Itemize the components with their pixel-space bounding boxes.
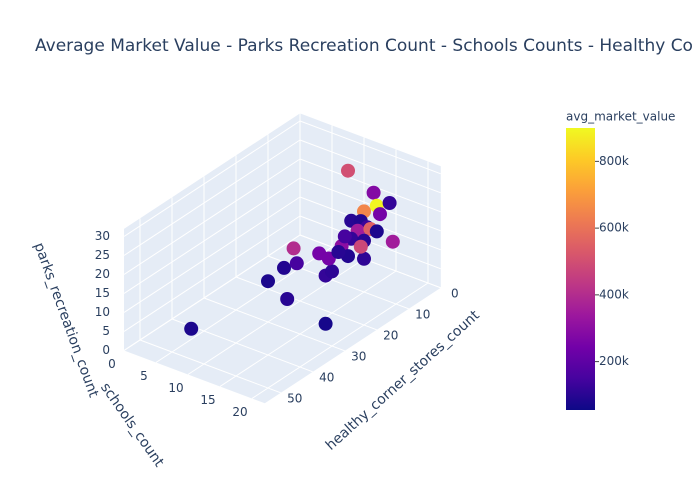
data-point xyxy=(341,163,355,178)
grid-line xyxy=(219,270,397,387)
z-tick-label: 10 xyxy=(95,305,110,319)
x-tick-label: 30 xyxy=(351,349,366,363)
grid-line xyxy=(251,282,429,399)
grid-line xyxy=(123,120,301,237)
data-point xyxy=(357,251,371,266)
data-point xyxy=(353,239,368,254)
data-point xyxy=(382,196,397,210)
z-axis-title: parks_recreation_count xyxy=(31,241,102,400)
colorbar-gradient xyxy=(566,128,595,410)
data-point xyxy=(280,292,295,306)
grid-line xyxy=(123,139,301,256)
scene: 0102030405005101520051015202530healthy_c… xyxy=(31,113,483,470)
data-point xyxy=(331,245,346,259)
x-tick-label: 50 xyxy=(287,391,302,405)
colorbar-tick-label: 200k xyxy=(599,354,629,368)
data-point xyxy=(184,321,199,336)
colorbar-tick-label: 800k xyxy=(599,154,629,168)
grid-line xyxy=(123,177,301,294)
x-tick-label: 10 xyxy=(415,307,430,321)
colorbar-tick-label: 600k xyxy=(599,221,629,235)
data-point xyxy=(277,260,291,275)
data-point xyxy=(385,234,400,249)
grid-line xyxy=(139,339,281,394)
grid-line xyxy=(203,297,345,352)
grid-line xyxy=(123,215,301,332)
grid-line xyxy=(299,158,441,213)
grid-line xyxy=(299,139,441,194)
y-tick-label: 20 xyxy=(232,405,247,419)
x-tick-label: 0 xyxy=(451,286,459,300)
grid-line xyxy=(123,196,301,313)
y-tick-label: 15 xyxy=(200,393,215,407)
data-point xyxy=(261,274,275,289)
y-tick-label: 10 xyxy=(168,381,183,395)
z-tick-label: 0 xyxy=(102,343,110,357)
data-point xyxy=(318,316,333,331)
y-axis-title: schools_count xyxy=(97,380,167,470)
z-tick-label: 30 xyxy=(95,229,110,243)
floor-pane xyxy=(124,235,441,404)
grid-line xyxy=(187,258,365,375)
data-point xyxy=(286,241,301,256)
y-tick-label: 0 xyxy=(108,357,116,371)
y-tick-label: 5 xyxy=(140,369,148,383)
data-point xyxy=(369,224,384,239)
z-tick-label: 25 xyxy=(95,248,110,262)
x-tick-label: 20 xyxy=(383,328,398,342)
data-point xyxy=(373,207,387,222)
z-tick-label: 20 xyxy=(95,267,110,281)
grid-line xyxy=(299,120,441,175)
data-point xyxy=(325,264,339,279)
data-point xyxy=(337,229,352,244)
data-point xyxy=(289,256,304,271)
x-tick-label: 40 xyxy=(319,370,334,384)
grid-line xyxy=(123,158,301,275)
colorbar-title: avg_market_value xyxy=(566,110,675,124)
z-tick-label: 5 xyxy=(102,324,110,338)
chart-title: Average Market Value - Parks Recreation … xyxy=(35,36,693,56)
colorbar: avg_market_value 200k 400k 600k 800k xyxy=(566,110,675,410)
colorbar-tick-label: 400k xyxy=(599,287,629,301)
z-tick-label: 15 xyxy=(95,286,110,300)
wall-pane xyxy=(124,113,300,351)
grid-line xyxy=(123,234,301,351)
grid-line xyxy=(235,276,377,331)
data-point xyxy=(366,185,381,200)
